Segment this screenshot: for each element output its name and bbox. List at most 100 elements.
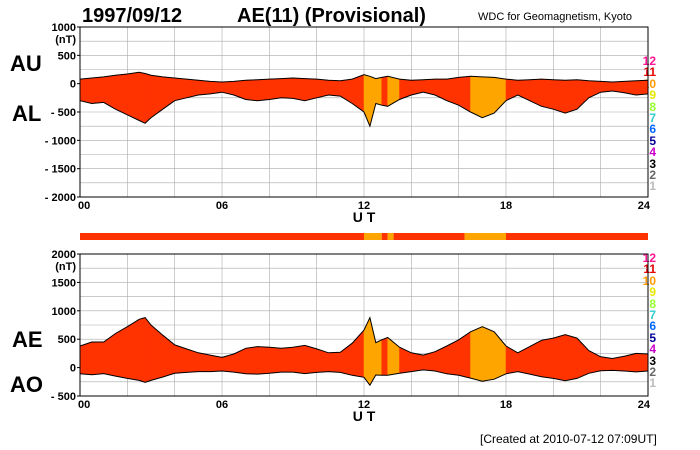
data-source-label: WDC for Geomagnetism, Kyoto [478,11,633,23]
station-count-label: 9 [649,88,656,103]
station-count-label: 3 [649,156,656,171]
coverage-segment [506,233,648,240]
y-axis-unit-label: (nT) [55,34,76,46]
station-count-label: 5 [649,330,656,345]
y-tick-label: 1500 [52,277,76,289]
x-tick-label: 12 [358,200,370,212]
x-tick-label: 24 [638,200,651,212]
coverage-segment [393,233,465,240]
area-segment [144,73,152,124]
area-segment [91,341,104,375]
ae-side-label: AE [12,327,43,352]
area-segment [482,76,495,119]
area-segment [505,345,519,375]
area-segment [375,339,382,376]
area-segment [245,79,258,101]
coverage-segment [381,233,388,240]
plot-date: 1997/09/12 [82,5,183,27]
area-segment [470,76,483,119]
area-segment [517,346,530,375]
area-segment [493,77,507,114]
series-line-ao [79,369,649,387]
area-segment [564,79,578,114]
area-segment [138,317,146,383]
area-segment [635,353,649,373]
y-tick-label: 0 [70,363,76,375]
coverage-segment [364,233,382,240]
area-segment [369,75,377,127]
area-segment [304,78,317,101]
area-segment [351,74,365,113]
y-tick-label: - 500 [51,107,76,119]
area-segment [174,344,187,374]
area-segment [233,79,246,100]
created-timestamp: [Created at 2010-07-12 07:09UT] [480,432,657,446]
area-segment [269,346,282,374]
x-axis-label: U T [353,209,376,225]
area-segment [162,334,175,378]
area-segment [529,78,542,107]
station-count-label: 2 [649,365,656,380]
coverage-segment [80,233,364,240]
area-segment [553,79,566,114]
area-segment [144,316,152,383]
area-segment [541,337,554,379]
x-tick-label: 18 [500,399,512,411]
area-segment [245,346,258,375]
ao-side-label: AO [10,372,43,397]
area-segment [115,326,128,379]
coverage-segment [387,233,394,240]
area-segment [381,337,388,376]
coverage-bar [80,233,648,240]
area-segment [198,79,211,96]
area-segment [369,317,377,387]
area-segment [91,76,104,104]
y-tick-label: - 1500 [45,164,76,176]
chart-panel-bottom: 2000 1500 1000 500 0 - 500 (nT) 00 06 12 18 24 U T [51,249,651,424]
area-segment [198,352,211,372]
area-segment [280,77,294,99]
series-line-al [79,90,649,128]
station-count-label: 1 [649,376,656,391]
area-segment [635,80,649,96]
area-segment [233,347,246,375]
y-tick-label: 1000 [52,22,76,34]
station-count-label: 6 [649,122,656,137]
series-line-ae [79,316,649,360]
area-segment [482,326,495,382]
area-segment [292,77,306,101]
area-segment [138,72,146,124]
area-segment [564,334,578,381]
area-segment [257,346,270,375]
station-count-label: 7 [649,111,656,126]
plot-title: AE(11) (Provisional) [237,5,426,27]
area-segment [328,80,341,97]
area-segment [269,78,282,100]
x-tick-label: 00 [78,399,90,411]
area-segment [115,73,128,116]
station-count-label: 4 [649,342,656,357]
area-segment [304,345,317,374]
area-segment [127,318,140,381]
station-count-label: 11 [643,262,656,277]
y-tick-label: 500 [58,334,76,346]
y-tick-label: - 500 [51,391,76,403]
y-tick-label: 500 [58,50,76,62]
y-tick-label: 1000 [52,306,76,318]
al-side-label: AL [12,101,42,126]
y-tick-label: 2000 [52,249,76,261]
area-segment [127,72,140,121]
station-count-label: 8 [649,296,656,311]
chart-panel-top: 1000 500 0 - 500 - 1000 - 1500 - 2000 (nT) 00 06 1… [45,22,651,225]
area-segment [600,81,613,93]
area-segment [387,336,400,376]
x-tick-label: 00 [78,200,90,212]
area-segment [79,77,93,104]
coverage-segment [464,233,506,240]
x-tick-label: 18 [500,200,512,212]
x-tick-label: 06 [216,399,228,411]
area-segment [411,352,424,372]
area-segment [381,75,388,107]
